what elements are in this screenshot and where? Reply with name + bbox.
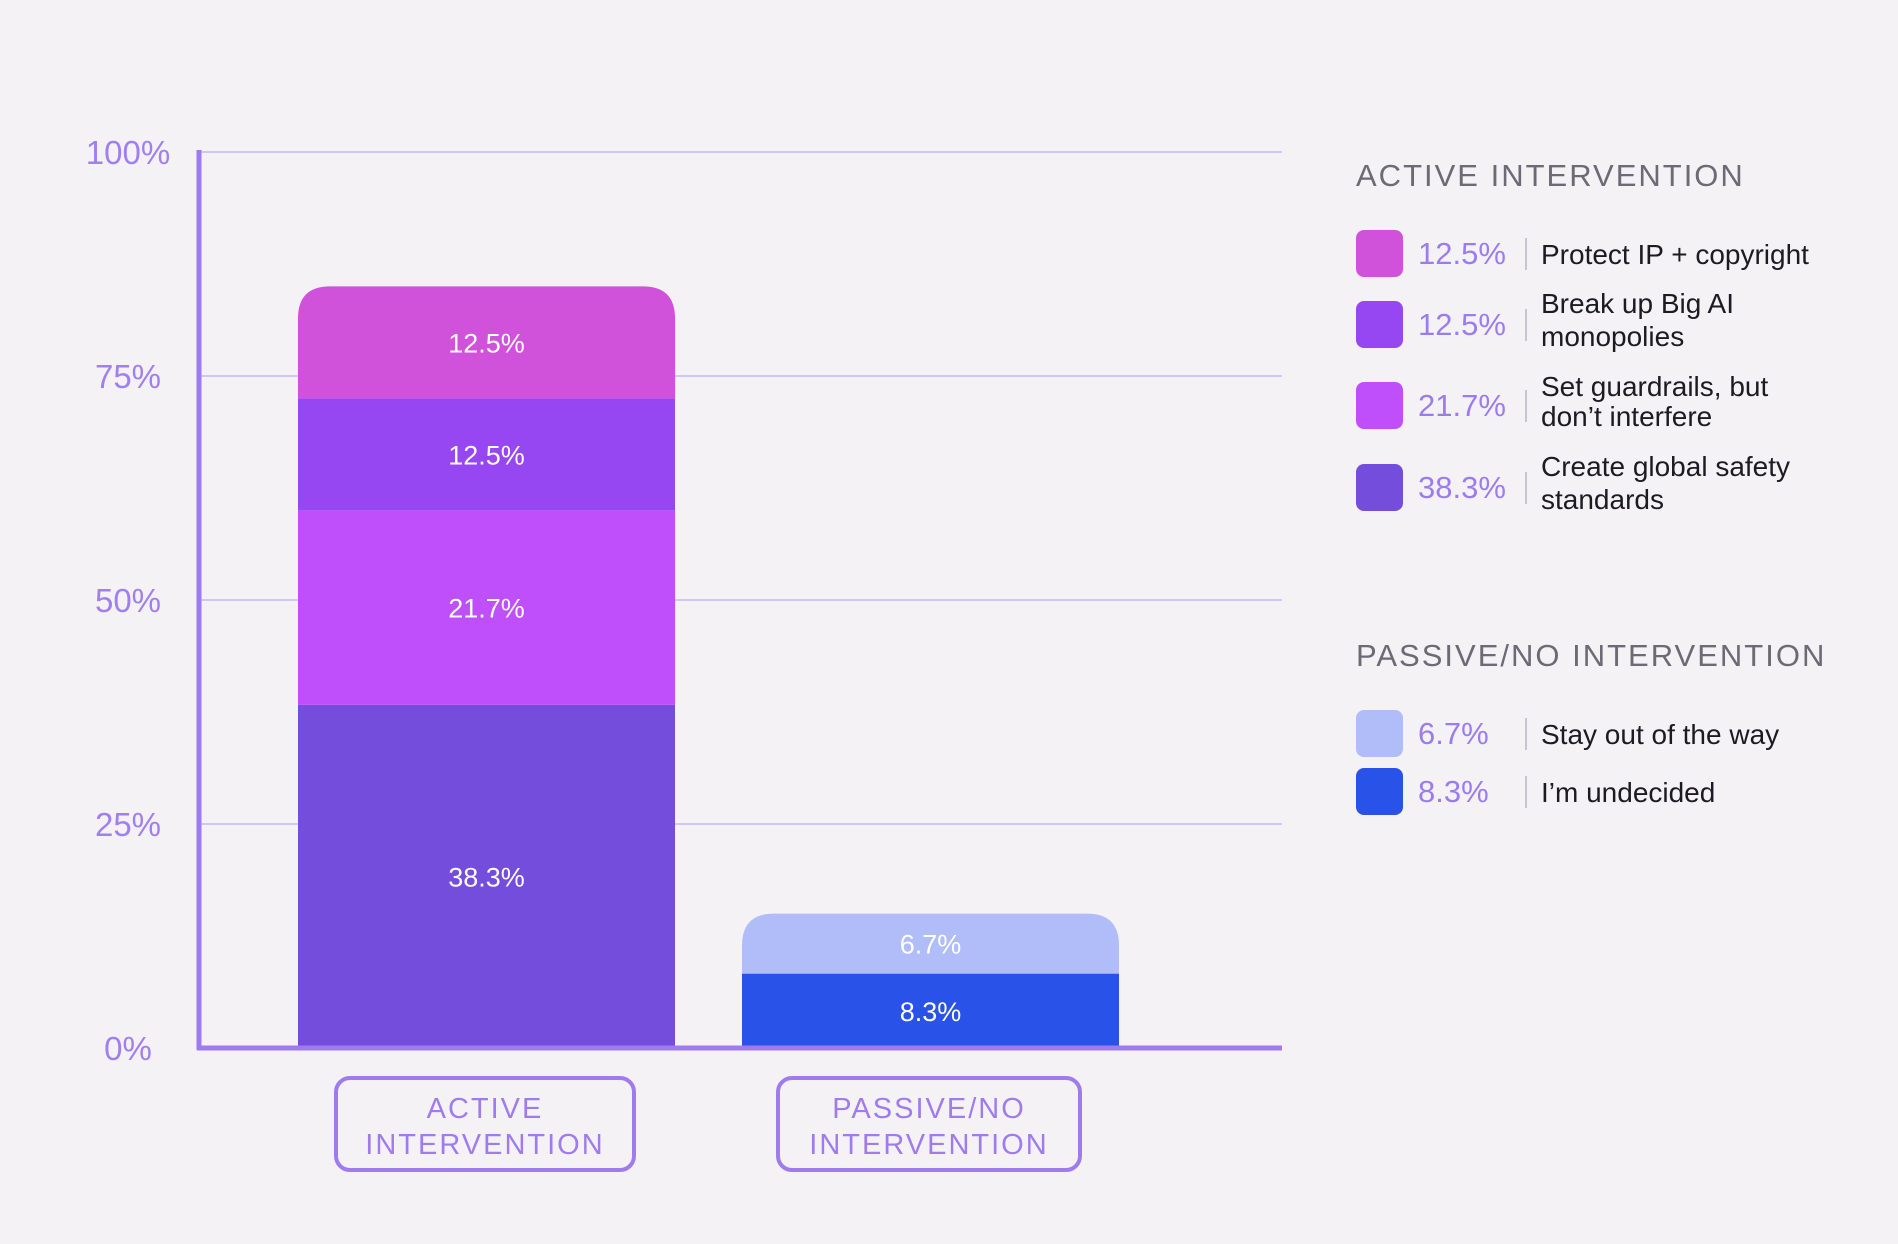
x-category-label-line: PASSIVE/NO: [832, 1093, 1026, 1125]
legend-item-stay-out: 6.7% Stay out of the way: [1356, 704, 1876, 764]
legend-divider: [1525, 718, 1527, 750]
bar-segment: [298, 510, 675, 705]
segment-label: 21.7%: [448, 594, 525, 624]
bar-segment: [742, 973, 1119, 1048]
legend-value: 21.7%: [1418, 388, 1506, 423]
bar-segment: [298, 704, 675, 1048]
segment-label: 12.5%: [448, 440, 525, 470]
legend-divider: [1525, 472, 1527, 504]
legend-divider: [1525, 238, 1527, 270]
bar-segment: [742, 913, 1119, 974]
bar-segment: [298, 398, 675, 511]
y-tick-label: 25%: [95, 806, 161, 843]
x-category-label-line: ACTIVE: [427, 1093, 544, 1125]
stacked-bar-chart: 0% 25% 50% 75% 100% 38.3% 21.7% 12.5% 12.5% 8.3% 6…: [86, 134, 1282, 1172]
legend-value: 6.7%: [1418, 716, 1489, 751]
segment-label: 38.3%: [448, 862, 525, 892]
legend-divider: [1525, 309, 1527, 341]
legend-label: Protect IP + copyright: [1541, 239, 1809, 270]
legend-swatch-set-guardrails: [1356, 382, 1403, 429]
legend-swatch-global-safety: [1356, 464, 1403, 511]
legend-item-set-guardrails: 21.7% Set guardrails, but don’t interfer…: [1356, 372, 1876, 436]
category-label-box: [776, 1076, 1082, 1172]
bar-segment: [298, 286, 675, 399]
y-tick-label: 75%: [95, 358, 161, 395]
legend-label: Break up Big AI monopolies: [1541, 288, 1735, 352]
legend-item-global-safety: 38.3% Create global safety standards: [1356, 451, 1876, 518]
y-tick-label: 50%: [95, 582, 161, 619]
legend-swatch-break-up-big-ai: [1356, 301, 1403, 348]
x-category-label: ACTIVE INTERVENTION: [365, 1093, 604, 1161]
x-category-label: PASSIVE/NO INTERVENTION: [809, 1093, 1048, 1161]
legend-label: I’m undecided: [1541, 777, 1716, 808]
x-category-label-line: INTERVENTION: [809, 1129, 1048, 1161]
y-tick-label: 0%: [104, 1030, 152, 1067]
legend-swatch-undecided: [1356, 768, 1403, 815]
category-label-box: [334, 1076, 636, 1172]
legend-value: 12.5%: [1418, 307, 1506, 342]
x-category-label-line: INTERVENTION: [365, 1129, 604, 1161]
segment-label: 8.3%: [900, 997, 962, 1027]
legend-swatch-protect-ip: [1356, 230, 1403, 277]
legend-title-passive: PASSIVE/NO INTERVENTION: [1356, 638, 1827, 673]
legend-divider: [1525, 776, 1527, 808]
legend-value: 8.3%: [1418, 774, 1489, 809]
segment-label: 6.7%: [900, 930, 962, 960]
legend-title-active: ACTIVE INTERVENTION: [1356, 158, 1745, 193]
segment-label: 12.5%: [448, 328, 525, 358]
y-tick-label: 100%: [86, 134, 170, 171]
legend-value: 38.3%: [1418, 470, 1506, 505]
legend-value: 12.5%: [1418, 236, 1506, 271]
legend-item-undecided: 8.3% I’m undecided: [1356, 762, 1876, 822]
legend-item-protect-ip: 12.5% Protect IP + copyright: [1356, 224, 1876, 284]
legend-label: Create global safety standards: [1541, 451, 1791, 515]
legend-label: Set guardrails, but don’t interfere: [1541, 371, 1769, 432]
legend-item-break-up-big-ai: 12.5% Break up Big AI monopolies: [1356, 288, 1876, 355]
legend-swatch-stay-out: [1356, 710, 1403, 757]
legend-divider: [1525, 390, 1527, 422]
legend-label: Stay out of the way: [1541, 719, 1780, 750]
